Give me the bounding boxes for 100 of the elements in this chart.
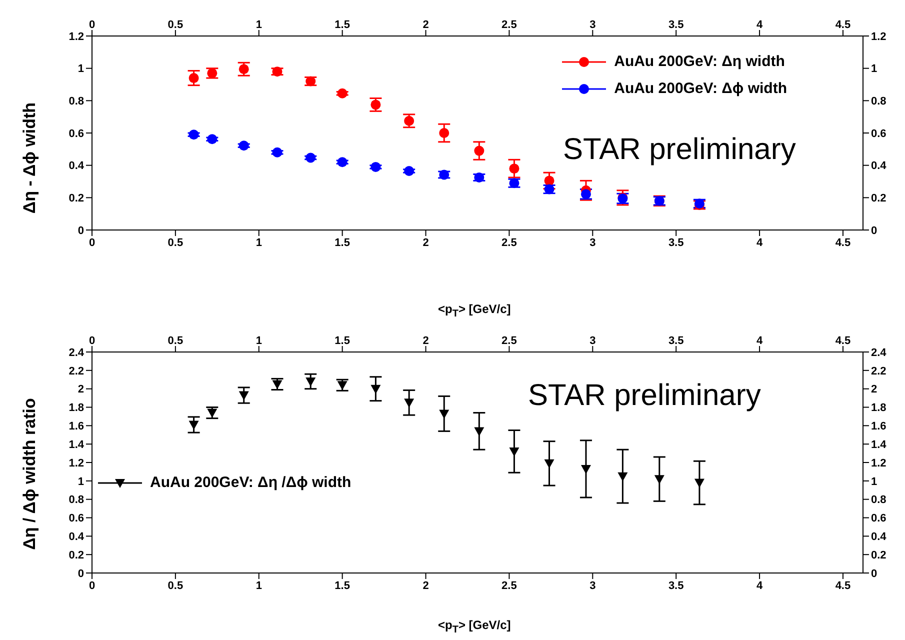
y2-tick-label: 0.4 [871,160,888,172]
y-tick-label: 2 [78,384,84,396]
x-axis-title: <p$_{T}$> [GeV/c] [438,618,511,636]
y2-tick-label: 1.4 [871,438,888,451]
y2-tick-label: 1.8 [871,402,886,414]
x-tick-label: 4.5 [835,19,851,31]
point [509,164,520,174]
point [370,100,381,110]
y-tick-label: 0.2 [68,549,84,562]
x-tick-label: 3.5 [668,335,684,347]
point [544,459,554,468]
y-tick-label: 1.8 [68,402,84,414]
point [509,447,520,456]
y-tick-label: 0.6 [68,128,84,140]
point [337,157,348,168]
point [306,377,316,386]
point [370,384,381,394]
y-tick-label: 0.6 [68,512,84,525]
point [404,166,414,176]
y2-tick-label: 1.2 [871,457,886,470]
y-tick-label: 1.2 [68,457,84,470]
x-tick-label: 3 [590,19,596,31]
x2-tick-label: 2 [422,580,429,592]
x2-tick-label: 1 [256,580,262,592]
point [272,380,282,390]
x2-tick-label: 3 [590,236,596,249]
x-tick-label: 1 [256,19,262,31]
point [694,478,704,488]
x-tick-label: 0.5 [168,19,184,31]
point [238,140,249,151]
x2-tick-label: 4.5 [835,236,851,249]
x-tick-label: 3 [590,335,596,347]
y-axis-title: Δη / Δϕ width ratio [20,398,40,550]
annotation: STAR preliminary [563,133,796,167]
x-tick-label: 4.5 [835,335,851,347]
legend-label: AuAu 200GeV: Δη /Δϕ width [150,474,352,491]
x2-tick-label: 0.5 [168,236,184,249]
x2-tick-label: 0 [88,580,96,592]
x2-tick-label: 2.5 [502,580,517,592]
point [618,472,628,482]
x2-tick-label: 4 [756,236,764,249]
y-tick-label: 2.4 [68,346,85,359]
x-tick-label: 4 [756,19,764,31]
x2-tick-label: 2 [422,236,429,249]
y2-tick-label: 0.6 [871,128,886,140]
x-tick-label: 2.5 [502,335,517,347]
y-tick-label: 0.2 [68,192,84,205]
y2-tick-label: 2.4 [871,346,888,359]
y2-tick-label: 1.6 [871,420,886,433]
point [306,152,316,163]
x2-tick-label: 4.5 [835,580,851,592]
x2-tick-label: 3 [590,580,596,592]
point [439,410,450,419]
x2-tick-label: 1.5 [334,236,350,249]
y-tick-label: 1.2 [68,30,84,43]
y-tick-label: 0.8 [68,494,84,506]
y-tick-label: 2.2 [68,365,84,378]
point [272,66,282,77]
point [474,172,484,182]
y2-tick-label: 0.2 [871,549,886,562]
y-tick-label: 0 [78,568,84,580]
y2-tick-label: 0.8 [871,96,886,108]
x2-tick-label: 0.5 [168,580,184,592]
y2-tick-label: 2.2 [871,365,886,378]
y2-tick-label: 0.8 [871,494,886,506]
y-tick-label: 1.6 [68,420,84,433]
point [474,427,484,436]
x2-tick-label: 3.5 [668,236,684,249]
x-tick-label: 1.5 [334,335,350,347]
x2-tick-label: 2.5 [502,236,517,249]
x2-tick-label: 4 [756,580,764,592]
x2-tick-label: 1 [256,236,262,249]
y2-tick-label: 2 [871,384,878,396]
y-tick-label: 0.4 [68,160,85,172]
x-tick-label: 1.5 [334,19,350,31]
y2-tick-label: 0 [871,224,878,237]
x2-tick-label: 3.5 [668,580,684,592]
point [654,475,664,484]
x-tick-label: 2 [422,19,429,31]
y-tick-label: 1 [78,476,84,488]
point [272,147,282,158]
point [337,381,348,390]
x-tick-label: 2 [422,335,429,347]
point [188,130,199,140]
x2-tick-label: 0 [88,236,96,249]
x-tick-label: 4 [756,335,764,347]
y2-tick-label: 1 [871,476,878,488]
point [188,420,199,430]
legend-label: AuAu 200GeV: Δϕ width [614,80,787,97]
point [370,162,381,172]
x-tick-label: 3.5 [668,19,684,31]
point [580,464,591,474]
point [238,391,249,400]
y-tick-label: 0.8 [68,96,84,108]
point [474,146,484,156]
point [207,134,218,144]
x-tick-label: 1 [256,335,262,347]
point [188,73,199,84]
x-axis-title: <p$_{T}$> [GeV/c] [438,302,511,320]
x2-tick-label: 1.5 [334,580,350,592]
